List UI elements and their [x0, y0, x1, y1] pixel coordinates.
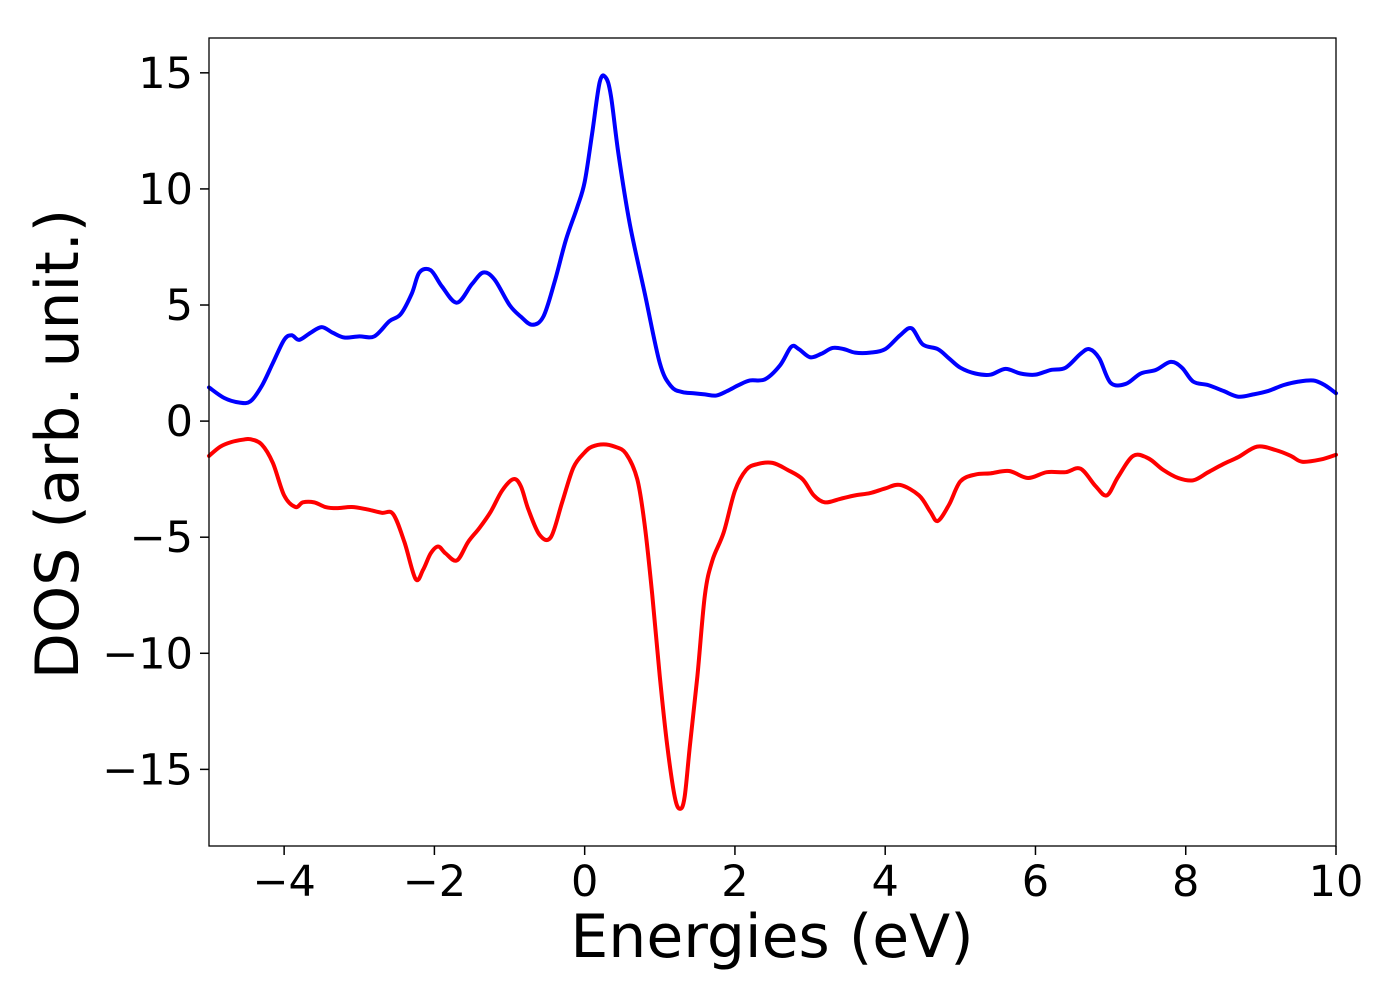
- x-tick-label: −4: [252, 857, 315, 907]
- plot-area-background: [209, 38, 1336, 846]
- x-tick-label: −2: [403, 857, 466, 907]
- x-tick-label: 2: [721, 857, 748, 907]
- series-layer: [207, 73, 1338, 811]
- x-axis-label: Energies (eV): [570, 902, 973, 972]
- x-tick-label: 0: [571, 857, 598, 907]
- x-tick-label: 10: [1309, 857, 1364, 907]
- y-tick-label: 10: [138, 165, 193, 215]
- x-axis-ticks: −4 −2 0 2 4 6 8 10: [252, 846, 1363, 907]
- y-tick-label: −5: [130, 513, 193, 563]
- y-tick-label: 0: [166, 397, 193, 447]
- x-tick-label: 4: [872, 857, 899, 907]
- y-axis-label: DOS (arb. unit.): [23, 209, 93, 679]
- y-tick-label: 5: [166, 281, 193, 331]
- x-tick-label: 8: [1172, 857, 1199, 907]
- plot-frame: [208, 37, 1337, 847]
- y-tick-label: −15: [102, 745, 193, 795]
- x-tick-label: 6: [1022, 857, 1049, 907]
- y-tick-label: −10: [102, 629, 193, 679]
- y-axis-ticks: 15 10 5 0 −5 −10 −15: [102, 49, 209, 795]
- y-tick-label: 15: [138, 49, 193, 99]
- series-line-2: [207, 436, 1338, 811]
- series-line-1: [207, 73, 1338, 406]
